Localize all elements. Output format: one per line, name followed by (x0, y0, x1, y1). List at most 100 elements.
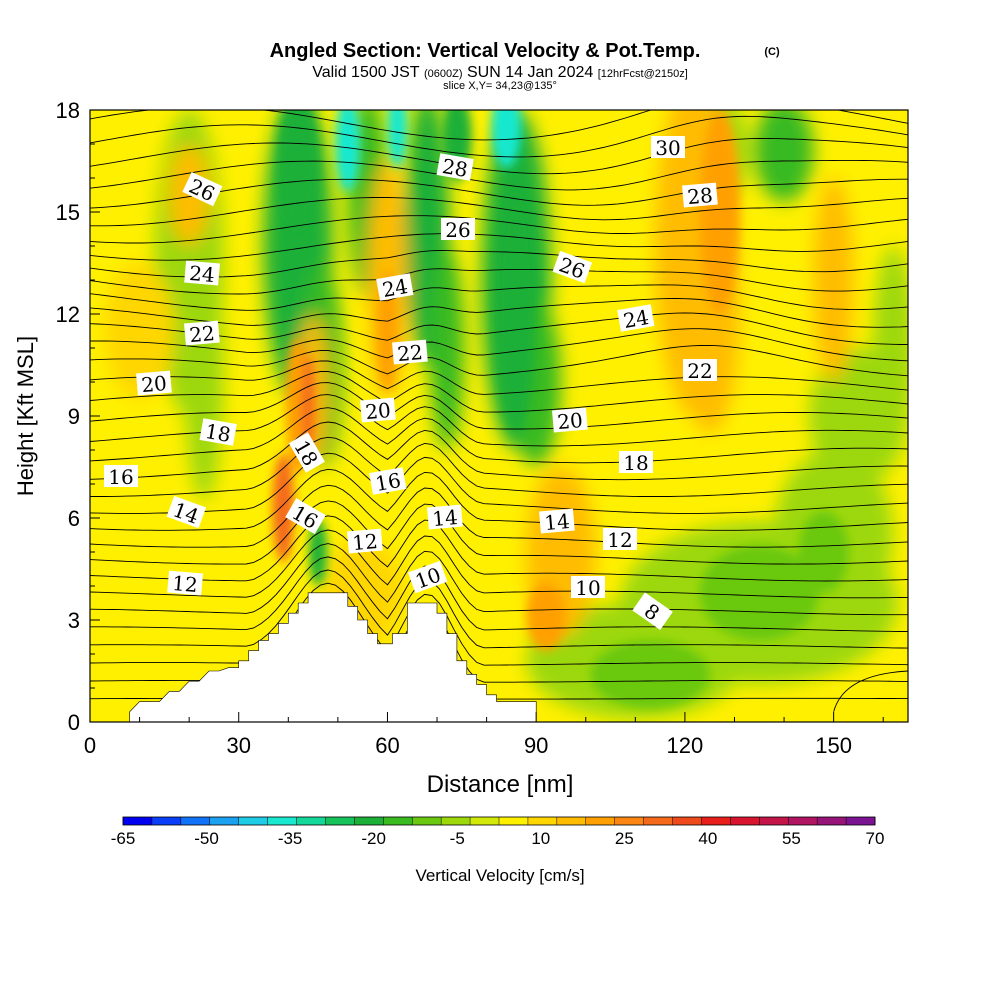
theta-contour (90, 197, 908, 227)
y-tick-label: 3 (68, 608, 80, 633)
colorbar-tick-label: 40 (698, 829, 717, 848)
colorbar-swatch (209, 817, 240, 825)
contour-label-box (571, 576, 605, 598)
contour-label-text: 18 (623, 451, 648, 475)
y-tick-label: 12 (56, 302, 80, 327)
y-tick-label: 18 (56, 98, 80, 123)
contour-label: 22 (184, 320, 220, 347)
contour-label-text: 28 (440, 154, 469, 182)
contour-label-box (360, 397, 396, 423)
colorbar-swatch (585, 817, 616, 825)
contour-label-box (552, 250, 593, 284)
subtitle-date: SUN 14 Jan 2024 (467, 64, 593, 81)
contour-label: 16 (104, 465, 138, 489)
subtitle-valid: Valid 1500 JST (312, 64, 420, 81)
x-tick-label: 150 (815, 733, 852, 758)
colorbar-swatch (614, 817, 645, 825)
y-tick-label: 15 (56, 200, 80, 225)
contour-label-text: 16 (373, 468, 402, 496)
contour-label: 14 (427, 504, 463, 531)
x-tick-label: 60 (375, 733, 399, 758)
colorbar-swatch (759, 817, 789, 825)
colorbar-swatch (441, 817, 471, 825)
contour-label-text: 22 (188, 321, 215, 347)
theta-contour (90, 178, 908, 209)
chart-subtitle: Valid 1500 JST (0600Z) SUN 14 Jan 2024 [… (312, 64, 688, 81)
colorbar-swatch (527, 817, 558, 825)
contour-label-box (632, 592, 673, 630)
shading-blob (491, 110, 522, 168)
colorbar-tick-label: -5 (450, 829, 465, 848)
theta-contour (90, 215, 908, 244)
colorbar-swatch (672, 817, 702, 825)
contour-label-box (407, 560, 448, 594)
theta-contour (90, 582, 908, 666)
contour-label: 26 (441, 218, 475, 242)
contour-label-box (683, 359, 717, 381)
contour-label-box (436, 153, 474, 181)
theta-contour (90, 250, 908, 278)
contour-label-box (376, 273, 414, 301)
contour-label-box (136, 370, 172, 396)
colorbar-swatch (383, 817, 413, 825)
contour-label-text: 30 (655, 136, 680, 160)
theta-contour (90, 407, 908, 464)
colorbar-swatch (788, 817, 818, 825)
theta-contour (90, 312, 908, 345)
theta-contour (90, 543, 908, 616)
contour-label-box (369, 467, 407, 495)
colorbar-swatch (730, 817, 760, 825)
contour-label-text: 16 (108, 465, 133, 489)
theta-contour (90, 328, 908, 362)
shading-blob (699, 545, 819, 641)
colorbar-tick-label: -50 (194, 829, 219, 848)
colorbar-swatch (180, 817, 211, 825)
contour-label: 20 (360, 397, 396, 424)
shading-blob (526, 582, 566, 651)
contour-label-text: 20 (364, 398, 391, 424)
shading-blob (278, 110, 319, 229)
shading-blob (335, 110, 361, 192)
colorbar-swatch (470, 817, 500, 825)
y-tick-label: 6 (68, 506, 80, 531)
colorbar-tick-label: -20 (361, 829, 386, 848)
colorbar-swatch (846, 817, 876, 825)
colorbar-tick-label: -65 (111, 829, 136, 848)
theta-contour (90, 360, 908, 395)
contour-label: 24 (376, 273, 414, 302)
contour-label-box (347, 528, 383, 554)
contour-label-box (603, 528, 637, 550)
theta-contour (90, 344, 908, 377)
shading-blob (496, 195, 537, 433)
slice-label: slice X,Y= 34,23@135° (443, 80, 557, 92)
contour-label: 18 (619, 451, 653, 475)
theta-contour (90, 110, 908, 141)
colorbar-swatch (354, 817, 384, 825)
colorbar-swatch (701, 817, 731, 825)
colorbar-swatch (267, 817, 297, 825)
contour-label: 16 (369, 467, 407, 496)
shading-blob (104, 263, 175, 399)
contour-label-box (184, 320, 220, 346)
colorbar-swatch (556, 817, 587, 825)
contour-label-text: 14 (431, 505, 458, 531)
shading-blob (590, 640, 710, 709)
contour-label-box (427, 504, 463, 530)
subtitle-forecast: [12hrFcst@2150z] (598, 68, 688, 80)
contour-label-text: 24 (188, 261, 215, 287)
theta-contour (90, 436, 908, 497)
contour-label-text: 10 (575, 576, 600, 600)
contour-label-box (651, 136, 685, 158)
theta-contour (90, 468, 908, 531)
colorbar-swatch (643, 817, 673, 825)
plot-area (90, 110, 908, 722)
theta-contour (90, 515, 908, 582)
contour-label-box (441, 218, 475, 240)
x-axis: 0 30 60 90 120 150 (84, 712, 884, 758)
theta-contour (90, 138, 908, 175)
contour-label-text: 20 (556, 408, 583, 434)
contour-label-text: 18 (203, 419, 232, 447)
colorbar-swatch (296, 817, 326, 825)
contour-label: 14 (539, 508, 575, 535)
